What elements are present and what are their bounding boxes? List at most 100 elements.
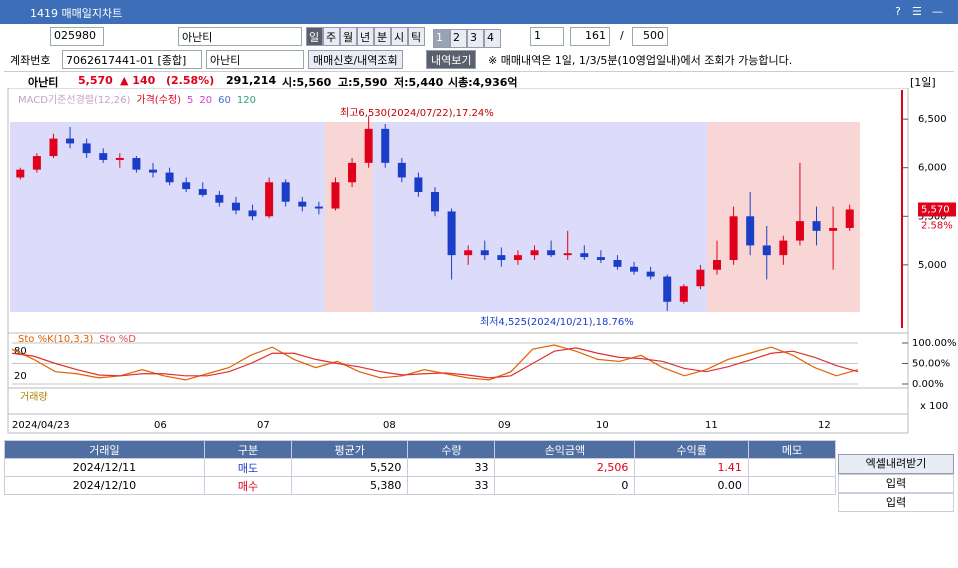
count-input[interactable]: 161	[570, 27, 610, 46]
y-tick-label: 5,500	[918, 211, 947, 222]
candle-body	[762, 245, 771, 256]
num-button[interactable]: 3	[467, 29, 484, 48]
chart: 5,000 5,500 6,000 6,500 MACD기준선경렬(12,26) 가격(수…	[7, 88, 957, 434]
period-button[interactable]: 시	[391, 27, 408, 46]
candle-body	[580, 253, 589, 258]
candle-body	[149, 169, 157, 173]
account-label: 계좌번호	[10, 54, 51, 67]
unit-input[interactable]: 1	[530, 27, 564, 46]
candle-body	[530, 250, 539, 256]
candle-body	[497, 255, 506, 260]
column-header: 수량	[407, 440, 496, 459]
num-button[interactable]: 4	[484, 29, 501, 48]
candle-body	[795, 221, 804, 241]
stoch-line-label: 80	[14, 346, 27, 357]
shade	[373, 122, 707, 312]
candle-body	[431, 192, 439, 212]
candle-body	[165, 172, 174, 183]
candle-body	[348, 162, 357, 183]
quote-low: 저:5,440	[394, 76, 444, 89]
x-tick-label: 06	[154, 420, 167, 431]
max-input[interactable]: 500	[632, 27, 668, 46]
cell: 0	[494, 476, 636, 495]
side-panel: 엑셀내려받기 입력 입력	[838, 454, 954, 512]
candle-body	[298, 201, 307, 207]
quote-rate: (2.58%)	[166, 74, 215, 87]
candle-body	[646, 271, 655, 277]
input-button[interactable]: 입력	[838, 474, 954, 493]
input-button[interactable]: 입력	[838, 493, 954, 512]
table-wrap: 거래일 구분 평균가 수량 손익금액 수익률 메모 2024/12/11 매도 5,520 33 2,…	[4, 440, 837, 495]
menu[interactable]: ☰	[912, 5, 922, 18]
period-button[interactable]: 틱	[408, 27, 425, 46]
candle-body	[82, 143, 91, 154]
legend-item: 가격(수정)	[136, 93, 181, 106]
num-button[interactable]: 1	[433, 29, 450, 48]
account-number[interactable]: 7062617441-01 [종합]	[62, 50, 202, 69]
cell: 2024/12/11	[4, 458, 205, 477]
candle-body	[746, 216, 755, 246]
name-input[interactable]: 아난티	[178, 27, 302, 46]
annotation-low: 최저4,525(2024/10/21),18.76%	[480, 316, 634, 328]
period-button[interactable]: 월	[340, 27, 357, 46]
candle-body	[281, 182, 290, 202]
candle-body	[32, 156, 41, 170]
quote-name: 아난티	[28, 76, 59, 89]
candle-body	[16, 169, 25, 178]
last-price-tag	[918, 202, 956, 217]
candle-body	[812, 221, 821, 231]
period-button[interactable]: 일	[306, 27, 323, 46]
y2-tick-label: 100.00%	[912, 338, 957, 349]
cell: 매수	[203, 476, 292, 495]
candle-body	[132, 158, 141, 170]
candle-body	[596, 257, 605, 260]
cell: 1.41	[634, 458, 749, 477]
cell: 0.00	[634, 476, 749, 495]
annotation-high: 최고6,530(2024/07/22),17.24%	[340, 107, 494, 119]
candle-body	[198, 189, 207, 195]
candle-body	[663, 276, 672, 302]
help[interactable]: ?	[895, 5, 901, 18]
period-button[interactable]: 년	[357, 27, 374, 46]
signal-button[interactable]: 매매신호/내역조회	[308, 50, 403, 69]
candle-body	[563, 253, 572, 256]
quote-period[interactable]: [1일]	[910, 76, 936, 89]
candle-body	[414, 177, 423, 192]
legend-item: 60	[218, 95, 231, 106]
quote-bar: 아난티 5,570 ▲ 140 (2.58%) 291,214 시:5,560 …	[4, 71, 954, 89]
y2-tick-label: 0.00%	[912, 379, 944, 390]
period-button[interactable]: 주	[323, 27, 340, 46]
account-name[interactable]: 아난티	[206, 50, 304, 69]
column-header: 메모	[747, 440, 837, 459]
shade	[10, 122, 325, 312]
num-button[interactable]: 2	[450, 29, 467, 48]
candle-body	[364, 128, 373, 163]
minimize[interactable]: —	[932, 5, 943, 18]
candle-body	[845, 209, 854, 228]
excel-button[interactable]: 엑셀내려받기	[838, 454, 954, 474]
candle-body	[729, 216, 738, 260]
code-input[interactable]: 025980	[50, 27, 104, 46]
candle-body	[331, 182, 340, 209]
candle-body	[49, 138, 58, 157]
account-note: ※ 매매내역은 1일, 1/3/5분(10영업일내)에서 조회가 가능합니다.	[488, 54, 793, 67]
candle-body	[182, 182, 191, 190]
column-header: 거래일	[4, 440, 205, 459]
candle-body	[215, 194, 224, 203]
cell: 2,506	[494, 458, 636, 477]
legend-item: Sto %K(10,3,3)	[18, 334, 93, 345]
view-button[interactable]: 내역보기	[426, 50, 477, 69]
candle-body	[679, 286, 688, 302]
legend-item: 20	[199, 95, 212, 106]
candle-body	[547, 250, 556, 256]
candle-body	[66, 138, 75, 144]
stoch-line-label: 20	[14, 371, 27, 382]
candle-body	[829, 227, 838, 231]
y-tick-label: 6,500	[918, 114, 947, 125]
quote-volume: 291,214	[226, 74, 277, 87]
x-tick-label: 09	[498, 420, 511, 431]
period-button[interactable]: 분	[374, 27, 391, 46]
y2-tick-label: 50.00%	[912, 359, 950, 370]
header-row: 거래일 구분 평균가 수량 손익금액 수익률 메모	[4, 440, 837, 459]
